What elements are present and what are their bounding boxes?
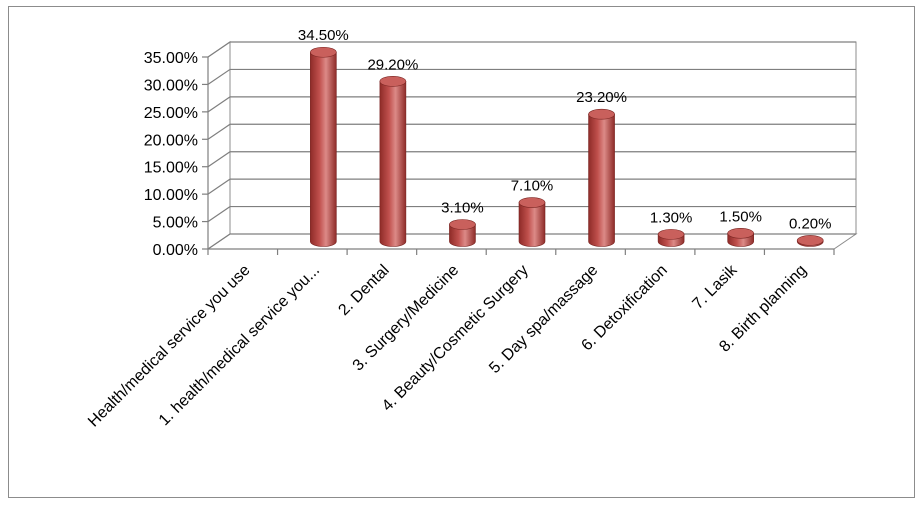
- gridline: [207, 123, 856, 140]
- y-tick-label: 35.00%: [144, 50, 198, 67]
- data-label: 3.10%: [441, 199, 484, 216]
- y-tick-label: 0.00%: [153, 242, 198, 259]
- gridline: [207, 96, 856, 113]
- bar: [449, 219, 476, 247]
- bar-chart: 0.00% 5.00% 10.00% 15.00% 20.00% 25.00% 30.00%…: [85, 27, 858, 430]
- chart-frame: 0.00% 5.00% 10.00% 15.00% 20.00% 25.00% 30.00%…: [8, 6, 915, 498]
- data-labels: 34.50% 29.20% 3.10% 7.10% 23.20% 1.30% 1.50% 0.…: [298, 27, 832, 232]
- data-label: 1.30%: [650, 209, 693, 226]
- x-tick-label: 2. Dental: [335, 262, 392, 319]
- data-label: 7.10%: [511, 178, 554, 195]
- x-tick-label: 7. Lasik: [689, 261, 741, 313]
- gridline: [207, 68, 856, 85]
- y-tick-label: 15.00%: [144, 160, 198, 177]
- gridlines: [207, 41, 856, 250]
- data-label: 23.20%: [576, 89, 627, 106]
- axes: [202, 56, 835, 255]
- gridline: [207, 41, 856, 58]
- gridline: [207, 205, 856, 223]
- gridline: [207, 151, 856, 168]
- y-tick-label: 10.00%: [144, 187, 198, 204]
- bar: [588, 108, 615, 247]
- gridline: [207, 233, 856, 250]
- y-axis-tick-labels: 0.00% 5.00% 10.00% 15.00% 20.00% 25.00% 30.00%…: [144, 50, 198, 259]
- y-tick-label: 30.00%: [144, 77, 198, 94]
- data-label: 29.20%: [367, 56, 418, 73]
- x-tick-label: 4. Beauty/Cosmetic Surgery: [379, 262, 532, 415]
- y-tick-label: 20.00%: [144, 132, 198, 149]
- side-wall: [207, 41, 231, 250]
- y-tick-label: 25.00%: [144, 105, 198, 122]
- data-label: 0.20%: [789, 215, 832, 232]
- bars: [310, 46, 824, 247]
- bar: [310, 46, 337, 247]
- y-tick-label: 5.00%: [153, 215, 198, 232]
- bar: [796, 235, 824, 247]
- gridline: [207, 178, 856, 195]
- bar: [379, 76, 407, 247]
- bar: [657, 229, 685, 247]
- bar: [518, 197, 546, 247]
- data-label: 1.50%: [719, 208, 762, 225]
- bar: [727, 227, 754, 247]
- data-label: 34.50%: [298, 27, 349, 44]
